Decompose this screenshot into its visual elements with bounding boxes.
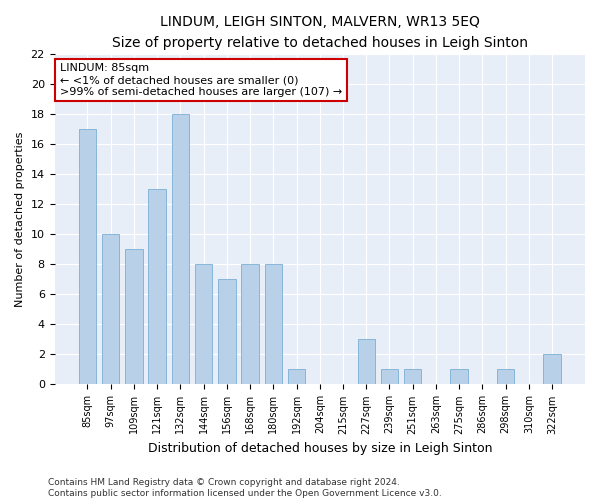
- X-axis label: Distribution of detached houses by size in Leigh Sinton: Distribution of detached houses by size …: [148, 442, 492, 455]
- Bar: [358, 340, 375, 384]
- Bar: [451, 370, 468, 384]
- Bar: [148, 189, 166, 384]
- Bar: [288, 370, 305, 384]
- Bar: [497, 370, 514, 384]
- Bar: [102, 234, 119, 384]
- Bar: [544, 354, 561, 384]
- Y-axis label: Number of detached properties: Number of detached properties: [15, 132, 25, 306]
- Bar: [381, 370, 398, 384]
- Bar: [404, 370, 421, 384]
- Bar: [125, 249, 143, 384]
- Title: LINDUM, LEIGH SINTON, MALVERN, WR13 5EQ
Size of property relative to detached ho: LINDUM, LEIGH SINTON, MALVERN, WR13 5EQ …: [112, 15, 528, 50]
- Text: Contains HM Land Registry data © Crown copyright and database right 2024.
Contai: Contains HM Land Registry data © Crown c…: [48, 478, 442, 498]
- Bar: [218, 279, 236, 384]
- Bar: [172, 114, 189, 384]
- Bar: [195, 264, 212, 384]
- Text: LINDUM: 85sqm
← <1% of detached houses are smaller (0)
>99% of semi-detached hou: LINDUM: 85sqm ← <1% of detached houses a…: [60, 64, 342, 96]
- Bar: [79, 128, 96, 384]
- Bar: [265, 264, 282, 384]
- Bar: [241, 264, 259, 384]
